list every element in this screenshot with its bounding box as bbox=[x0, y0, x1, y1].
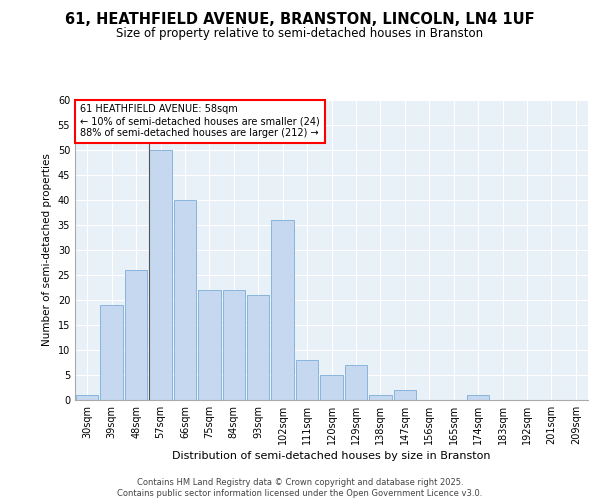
Bar bbox=[394, 390, 416, 400]
X-axis label: Distribution of semi-detached houses by size in Branston: Distribution of semi-detached houses by … bbox=[172, 451, 491, 461]
Bar bbox=[76, 395, 98, 400]
Bar bbox=[125, 270, 148, 400]
Bar bbox=[247, 295, 269, 400]
Text: 61, HEATHFIELD AVENUE, BRANSTON, LINCOLN, LN4 1UF: 61, HEATHFIELD AVENUE, BRANSTON, LINCOLN… bbox=[65, 12, 535, 28]
Bar bbox=[100, 305, 123, 400]
Bar bbox=[223, 290, 245, 400]
Bar bbox=[320, 375, 343, 400]
Bar bbox=[467, 395, 490, 400]
Text: Contains HM Land Registry data © Crown copyright and database right 2025.
Contai: Contains HM Land Registry data © Crown c… bbox=[118, 478, 482, 498]
Bar bbox=[344, 365, 367, 400]
Text: Size of property relative to semi-detached houses in Branston: Size of property relative to semi-detach… bbox=[116, 28, 484, 40]
Bar bbox=[271, 220, 294, 400]
Bar bbox=[198, 290, 221, 400]
Bar bbox=[173, 200, 196, 400]
Bar bbox=[369, 395, 392, 400]
Bar bbox=[149, 150, 172, 400]
Text: 61 HEATHFIELD AVENUE: 58sqm
← 10% of semi-detached houses are smaller (24)
88% o: 61 HEATHFIELD AVENUE: 58sqm ← 10% of sem… bbox=[80, 104, 320, 138]
Bar bbox=[296, 360, 319, 400]
Y-axis label: Number of semi-detached properties: Number of semi-detached properties bbox=[42, 154, 52, 346]
